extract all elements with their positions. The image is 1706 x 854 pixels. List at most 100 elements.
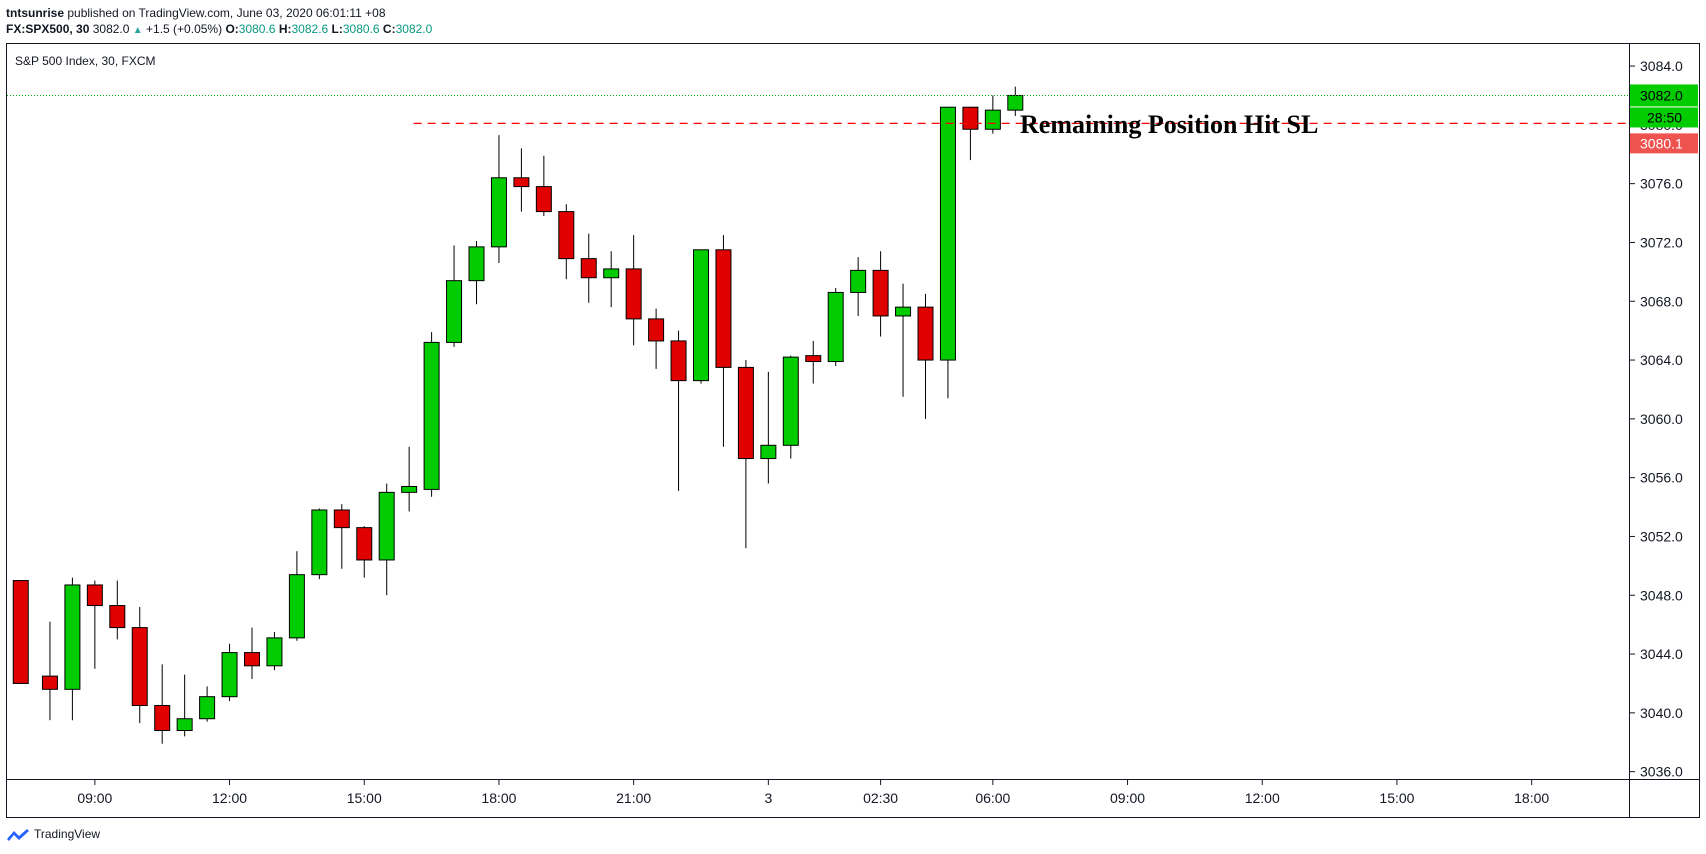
publish-text: published on TradingView.com, June 03, 2…: [67, 6, 386, 20]
candle-body: [737, 366, 754, 460]
close-value: 3082.0: [395, 22, 433, 36]
candle-body: [12, 580, 29, 684]
candle-body: [356, 527, 373, 561]
candle-body: [266, 637, 283, 667]
price-tick-label: 3076.0: [1640, 176, 1683, 192]
candle-body: [199, 696, 216, 720]
price-axis[interactable]: 3036.0 3040.0 3044.0 3048.0 3052.0 3056.0 3060…: [1629, 58, 1683, 780]
candle-body: [850, 269, 867, 293]
chart-header: tntsunrise published on TradingView.com,…: [6, 5, 432, 39]
sl-price-tag: [1630, 133, 1698, 154]
open-value: 3080.6: [238, 22, 276, 36]
time-tick-label: 02:30: [863, 790, 898, 806]
candle-body: [288, 574, 305, 639]
candle-body: [693, 249, 709, 382]
tradingview-footer[interactable]: TradingView: [6, 827, 100, 841]
publish-info: tntsunrise published on TradingView.com,…: [6, 5, 432, 21]
bearish-candle: [917, 293, 934, 419]
time-tick-label: 12:00: [212, 790, 247, 806]
bullish-candle: [603, 251, 620, 308]
last-price: 3082.0: [92, 22, 130, 36]
bearish-candle: [962, 106, 979, 161]
sl-annotation[interactable]: Remaining Position Hit SL: [1020, 110, 1318, 139]
bullish-candle: [423, 332, 440, 497]
open-label: O:: [225, 22, 239, 36]
bullish-candle: [378, 483, 395, 596]
symbol-ohlc-bar: FX:SPX500, 30 3082.0 ▲ +1.5 (+0.05%) O:3…: [6, 21, 432, 39]
low-value: 3080.6: [342, 22, 380, 36]
candle-body: [311, 509, 328, 576]
candle-body: [221, 652, 238, 698]
bearish-candle: [535, 155, 552, 216]
countdown-tag-label: 28:50: [1647, 109, 1682, 125]
candle-body: [490, 177, 507, 248]
time-tick-label: 15:00: [347, 790, 382, 806]
bearish-candle: [715, 235, 732, 447]
bullish-candle: [984, 95, 1001, 134]
candles-group: [12, 86, 1024, 744]
candle-body: [131, 627, 148, 707]
countdown-tag: [1630, 107, 1698, 128]
price-tick-label: 3084.0: [1640, 58, 1683, 74]
sl-price-tag-label: 3080.1: [1640, 135, 1683, 151]
chart-frame: [6, 43, 1700, 818]
bullish-candle: [266, 632, 283, 671]
candle-body: [580, 258, 597, 279]
price-tick-label: 3052.0: [1640, 528, 1683, 544]
candle-body: [827, 291, 844, 363]
bearish-candle: [154, 664, 171, 744]
candle-body: [603, 268, 620, 279]
candle-body: [782, 356, 799, 446]
bearish-candle: [356, 526, 373, 578]
candle-body: [86, 584, 103, 607]
up-arrow-icon: ▲: [132, 25, 143, 36]
candle-body: [648, 318, 665, 342]
bearish-candle: [513, 148, 530, 212]
candle-body: [468, 246, 485, 282]
high-value: 3082.6: [291, 22, 329, 36]
candle-body: [333, 509, 350, 529]
price-tick-label: 3048.0: [1640, 587, 1683, 603]
bullish-candle: [827, 288, 844, 366]
candle-body: [41, 675, 58, 690]
bearish-candle: [580, 233, 597, 303]
candle-body: [670, 340, 687, 382]
bullish-candle: [850, 257, 867, 316]
bullish-candle: [288, 551, 305, 641]
candle-body: [805, 355, 822, 363]
price-tick-label: 3068.0: [1640, 293, 1683, 309]
chart-title: S&P 500 Index, 30, FXCM: [15, 54, 156, 68]
time-tick-label: 18:00: [481, 790, 516, 806]
bearish-candle: [131, 607, 148, 724]
bullish-candle: [782, 355, 799, 459]
candle-body: [535, 186, 552, 213]
candle-body: [760, 444, 777, 460]
bearish-candle: [41, 621, 58, 721]
price-tick-label: 3040.0: [1640, 705, 1683, 721]
bearish-candle: [872, 251, 889, 337]
bullish-candle: [693, 249, 709, 384]
bullish-candle: [490, 135, 507, 264]
footer-brand: TradingView: [34, 827, 101, 841]
candle-body: [423, 341, 440, 490]
candle-body: [109, 605, 126, 629]
bearish-candle: [333, 504, 350, 569]
price-lines: 3082.0 28:50 3080.1: [7, 84, 1698, 154]
candle-body: [513, 177, 530, 188]
candle-body: [446, 280, 463, 343]
tradingview-logo-icon: [7, 829, 29, 841]
time-tick-label: 15:00: [1379, 790, 1414, 806]
candle-body: [939, 106, 956, 361]
time-axis[interactable]: 09:00 12:00 15:00 18:00 21:00 3 02:30 06:00 09:0…: [77, 779, 1549, 806]
bullish-candle: [468, 240, 485, 305]
price-tick-label: 3056.0: [1640, 470, 1683, 486]
publisher-name[interactable]: tntsunrise: [6, 6, 65, 20]
bullish-candle: [199, 686, 216, 722]
bullish-candle: [446, 245, 463, 347]
bearish-candle: [12, 580, 29, 684]
bearish-candle: [558, 204, 575, 280]
time-tick-label: 06:00: [975, 790, 1010, 806]
price-tick-label: 3044.0: [1640, 646, 1683, 662]
close-label: C:: [382, 22, 396, 36]
